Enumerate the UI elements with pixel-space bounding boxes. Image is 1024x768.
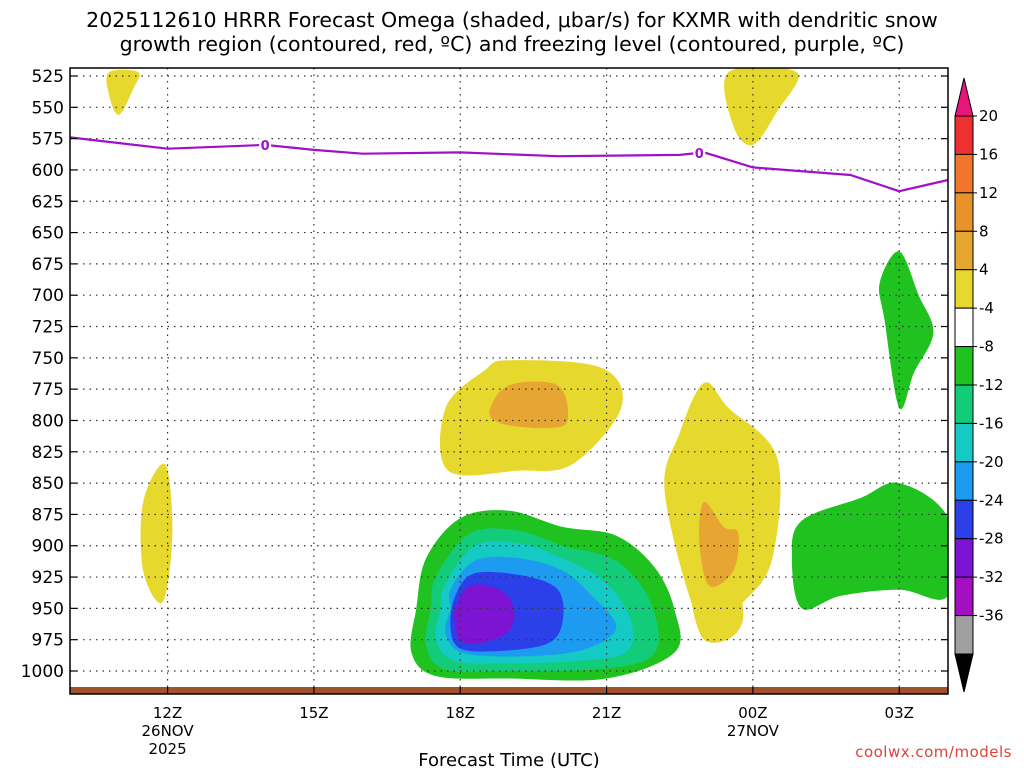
grid-lines xyxy=(70,68,948,694)
x-tick-label: 21Z xyxy=(592,704,621,722)
omega-region-neg24 xyxy=(454,584,515,644)
colorbar-label: 4 xyxy=(979,261,989,279)
y-tick-label: 775 xyxy=(32,380,64,400)
colorbar-box xyxy=(954,384,974,424)
freezing-level-label: 0 xyxy=(261,139,270,154)
freezing-label-bg xyxy=(693,144,706,160)
y-tick-label: 750 xyxy=(32,349,64,369)
omega-region-neg4 xyxy=(878,251,934,410)
colorbar-box xyxy=(954,422,974,463)
y-tick-label: 925 xyxy=(32,568,64,588)
omega-region-pos4 xyxy=(140,463,173,604)
freezing-level-line xyxy=(69,136,949,193)
omega-region-pos8 xyxy=(699,501,739,588)
colorbar-label: -4 xyxy=(979,299,994,317)
freezing-level-label: 0 xyxy=(695,147,704,162)
omega-region-pos4 xyxy=(106,69,140,115)
colorbar: 20 16 12 8 4 -4 -8 -12 -16 -20 -24 -28 -32 -36 xyxy=(954,77,1004,693)
omega-shading xyxy=(106,68,948,681)
colorbar-bottom-arrow xyxy=(954,653,974,693)
y-tick-label: 700 xyxy=(32,286,64,306)
omega-region-pos8 xyxy=(489,381,569,429)
y-tick-label: 725 xyxy=(32,318,64,338)
colorbar-box xyxy=(954,499,974,540)
y-tick-label: 625 xyxy=(32,192,64,212)
colorbar-label: -24 xyxy=(979,491,1004,509)
colorbar-label: -20 xyxy=(979,453,1004,471)
y-tick-label: 650 xyxy=(32,224,64,244)
ground-strip xyxy=(70,687,948,694)
freezing-label-bg xyxy=(259,136,272,152)
colorbar-label: -36 xyxy=(979,607,1004,625)
y-tick-label: 950 xyxy=(32,599,64,619)
y-tick-label: 575 xyxy=(32,130,64,150)
colorbar-box xyxy=(954,153,974,194)
omega-region-neg4 xyxy=(791,482,948,610)
site-watermark: coolwx.com/models xyxy=(855,743,1012,761)
colorbar-box xyxy=(954,230,974,271)
omega-region-pos4 xyxy=(724,68,799,146)
x-tick-label: 18Z xyxy=(446,704,475,722)
y-axis-ticks: 525 550 575 600 625 650 675 700 725 750 775 800 825 8… xyxy=(21,67,948,682)
colorbar-label: -8 xyxy=(979,338,994,356)
colorbar-box xyxy=(954,192,974,232)
colorbar-label: 16 xyxy=(979,145,998,163)
colorbar-top-arrow xyxy=(954,77,974,117)
x-tick-date: 26NOV xyxy=(141,722,194,740)
y-tick-label: 675 xyxy=(32,255,64,275)
colorbar-box xyxy=(954,461,974,501)
colorbar-label: -28 xyxy=(979,530,1004,548)
y-tick-label: 1000 xyxy=(21,662,64,682)
colorbar-label: -16 xyxy=(979,414,1004,432)
colorbar-label: 12 xyxy=(979,184,998,202)
colorbar-box xyxy=(954,115,974,155)
freezing-level-contour: 00 xyxy=(69,136,949,193)
y-tick-label: 900 xyxy=(32,537,64,557)
x-tick-label: 12Z xyxy=(153,704,182,722)
y-tick-label: 600 xyxy=(32,161,64,181)
title-line-1: 2025112610 HRRR Forecast Omega (shaded, … xyxy=(86,8,938,32)
colorbar-label: 20 xyxy=(979,107,998,125)
chart-title: 2025112610 HRRR Forecast Omega (shaded, … xyxy=(0,8,1024,56)
y-tick-label: 975 xyxy=(32,631,64,651)
colorbar-box xyxy=(954,538,974,578)
y-tick-label: 550 xyxy=(32,98,64,118)
colorbar-box xyxy=(954,307,974,348)
colorbar-box xyxy=(954,576,974,617)
colorbar-label: -12 xyxy=(979,376,1004,394)
y-tick-label: 800 xyxy=(32,411,64,431)
colorbar-label: -32 xyxy=(979,568,1004,586)
y-tick-label: 850 xyxy=(32,474,64,494)
y-tick-label: 525 xyxy=(32,67,64,87)
y-tick-label: 875 xyxy=(32,505,64,525)
title-line-2: growth region (contoured, red, ºC) and f… xyxy=(119,32,905,56)
x-tick-label: 03Z xyxy=(885,704,914,722)
colorbar-box xyxy=(954,269,974,309)
colorbar-box xyxy=(954,346,974,386)
x-tick-year: 2025 xyxy=(148,740,186,758)
x-tick-label: 00Z xyxy=(738,704,767,722)
x-tick-date: 27NOV xyxy=(727,722,780,740)
x-axis-label: Forecast Time (UTC) xyxy=(418,750,599,768)
y-tick-label: 825 xyxy=(32,443,64,463)
x-tick-label: 15Z xyxy=(299,704,328,722)
colorbar-label: 8 xyxy=(979,222,989,240)
plot-frame xyxy=(69,67,949,695)
colorbar-box xyxy=(954,615,974,655)
